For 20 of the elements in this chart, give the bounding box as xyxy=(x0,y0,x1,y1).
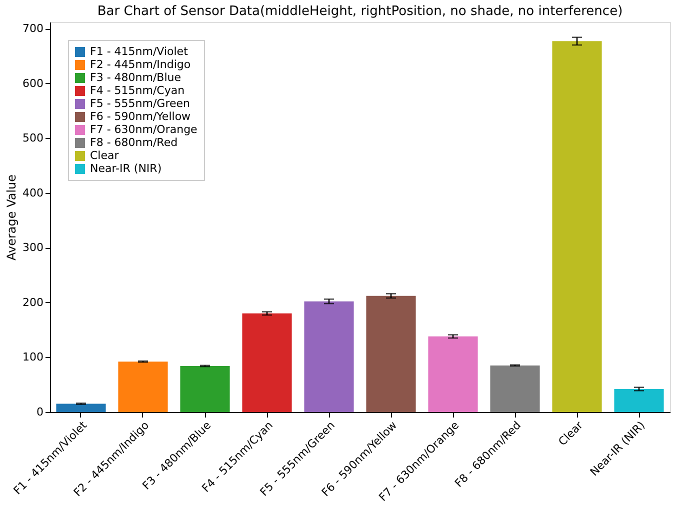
legend-label: F4 - 515nm/Cyan xyxy=(90,84,185,97)
legend-label: F7 - 630nm/Orange xyxy=(90,123,198,136)
legend-label: F3 - 480nm/Blue xyxy=(90,71,182,84)
y-tick-label: 400 xyxy=(22,186,44,200)
y-tick-label: 600 xyxy=(22,76,44,90)
y-tick-label: 0 xyxy=(36,406,44,418)
chart-title: Bar Chart of Sensor Data(middleHeight, rightPosition, no shade, no interference) xyxy=(97,4,623,19)
legend-label: Near-IR (NIR) xyxy=(90,162,162,175)
legend-label: Clear xyxy=(90,149,120,162)
y-tick-label: 500 xyxy=(22,132,44,145)
y-tick-label: 100 xyxy=(22,350,44,364)
legend-label: F5 - 555nm/Green xyxy=(90,97,190,110)
legend-label: F2 - 445nm/Indigo xyxy=(90,58,191,71)
y-tick-label: 300 xyxy=(22,241,44,254)
legend-label: F1 - 415nm/Violet xyxy=(90,45,189,58)
y-axis-title: Average Value xyxy=(4,174,19,261)
legend-label: F6 - 590nm/Yellow xyxy=(90,110,191,123)
legend-label: F8 - 680nm/Red xyxy=(90,136,178,149)
y-tick-label: 700 xyxy=(22,22,44,36)
y-tick-label: 200 xyxy=(22,296,44,309)
